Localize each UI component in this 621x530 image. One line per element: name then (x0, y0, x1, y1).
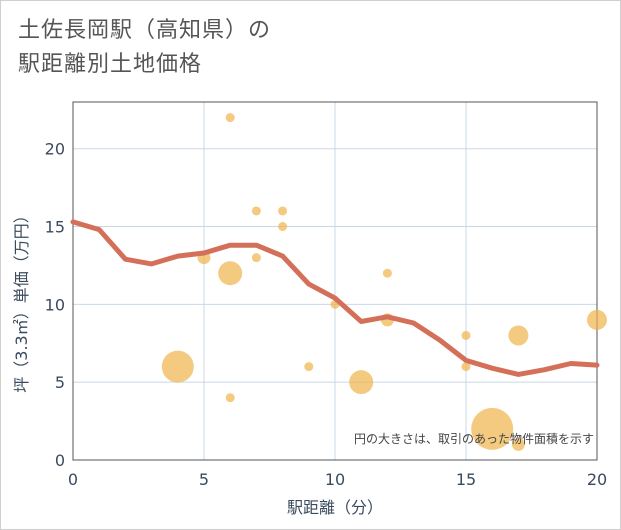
x-tick-label: 5 (199, 470, 209, 489)
x-tick-label: 0 (68, 470, 78, 489)
trend-line-group (70, 219, 600, 377)
x-tick-label: 15 (456, 470, 476, 489)
plot-area-border (72, 101, 598, 461)
x-axis-label: 駅距離（分） (287, 498, 383, 517)
data-point (471, 407, 514, 450)
data-point (278, 222, 288, 232)
x-tick-label: 10 (325, 470, 345, 489)
grid-lines (73, 102, 597, 460)
trend-line (70, 219, 600, 377)
data-points (161, 113, 607, 451)
y-tick-label: 10 (45, 295, 65, 314)
data-point (508, 325, 529, 346)
chart-title: 土佐長岡駅（高知県）の 駅距離別土地価格 (18, 14, 271, 82)
y-tick-label: 5 (55, 373, 65, 392)
data-point (218, 261, 243, 286)
data-point (461, 330, 471, 340)
data-point (225, 393, 235, 403)
title-line-1: 土佐長岡駅（高知県）の (18, 18, 272, 43)
data-point (251, 206, 261, 216)
data-point (225, 113, 235, 123)
x-tick-label: 20 (587, 470, 607, 489)
title-line-2: 駅距離別土地価格 (18, 52, 203, 77)
y-tick-label: 0 (55, 451, 65, 470)
data-point (161, 350, 194, 383)
y-axis-label: 坪（3.3㎡）単価（万円） (12, 207, 31, 392)
y-tick-labels: 0 5 10 15 20 (45, 140, 65, 470)
data-point (304, 362, 314, 372)
size-note: 円の大きさは、取引のあった物件面積を示す (354, 431, 594, 446)
y-tick-label: 15 (45, 218, 65, 237)
data-point (278, 206, 288, 216)
data-point (587, 309, 607, 330)
data-point (511, 437, 525, 451)
data-point (461, 362, 471, 372)
data-point (251, 253, 261, 263)
data-point (382, 268, 392, 278)
x-tick-labels: 0 5 10 15 20 (68, 470, 607, 489)
y-tick-label: 20 (45, 140, 65, 159)
data-point (349, 370, 374, 395)
